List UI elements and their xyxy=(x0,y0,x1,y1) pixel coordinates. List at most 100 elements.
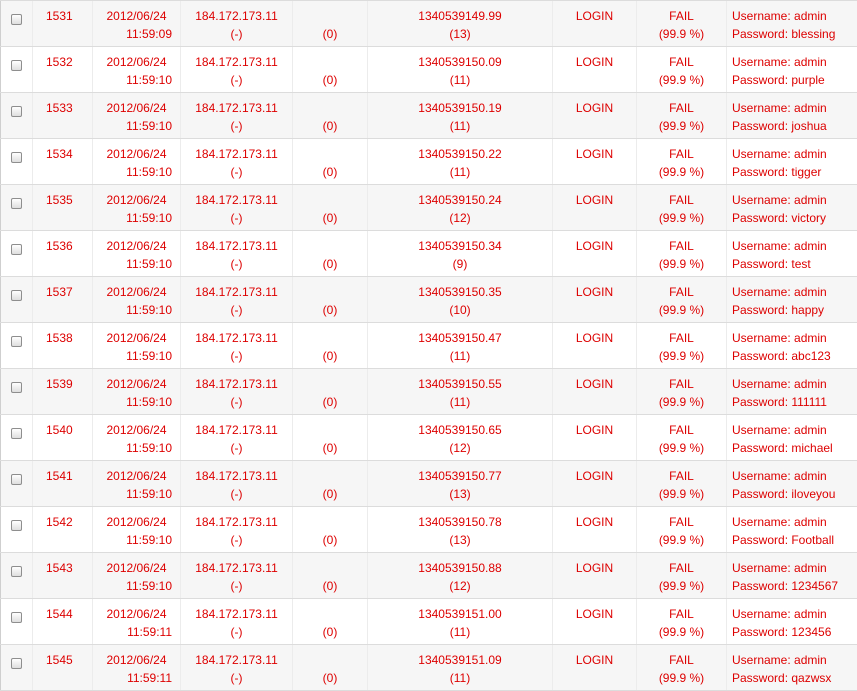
datetime-cell: 2012/06/24 11:59:09 xyxy=(93,1,181,47)
datetime-cell: 2012/06/24 11:59:10 xyxy=(93,93,181,139)
unix-timestamp: 1340539150.22 xyxy=(368,145,552,163)
table-row[interactable]: 1543 2012/06/24 11:59:10 184.172.173.11 … xyxy=(1,553,857,599)
id-cell: 1543 xyxy=(33,553,93,599)
ip-cell: 184.172.173.11 (-) xyxy=(181,277,293,323)
action-cell: LOGIN xyxy=(553,415,637,461)
result-cell: FAIL (99.9 %) xyxy=(637,507,727,553)
result-status: FAIL xyxy=(637,605,726,623)
entry-id: 1531 xyxy=(33,7,92,25)
row-select-cell[interactable] xyxy=(1,93,33,139)
row-checkbox[interactable] xyxy=(11,244,22,255)
action-label: LOGIN xyxy=(553,7,636,25)
row-select-cell[interactable] xyxy=(1,507,33,553)
table-row[interactable]: 1532 2012/06/24 11:59:10 184.172.173.11 … xyxy=(1,47,857,93)
table-row[interactable]: 1538 2012/06/24 11:59:10 184.172.173.11 … xyxy=(1,323,857,369)
entry-date: 2012/06/24 xyxy=(93,605,180,623)
id-cell: 1542 xyxy=(33,507,93,553)
row-checkbox[interactable] xyxy=(11,14,22,25)
row-select-cell[interactable] xyxy=(1,369,33,415)
row-checkbox[interactable] xyxy=(11,290,22,301)
row-select-cell[interactable] xyxy=(1,553,33,599)
ip-cell: 184.172.173.11 (-) xyxy=(181,507,293,553)
row-checkbox[interactable] xyxy=(11,658,22,669)
username-value: Username: admin xyxy=(727,145,857,163)
action-label: LOGIN xyxy=(553,375,636,393)
row-checkbox[interactable] xyxy=(11,428,22,439)
id-cell: 1540 xyxy=(33,415,93,461)
row-checkbox[interactable] xyxy=(11,198,22,209)
row-select-cell[interactable] xyxy=(1,231,33,277)
id-cell: 1537 xyxy=(33,277,93,323)
count-cell: (0) xyxy=(293,599,368,645)
timestamp-cell: 1340539150.65 (12) xyxy=(368,415,553,461)
row-checkbox[interactable] xyxy=(11,152,22,163)
action-cell: LOGIN xyxy=(553,461,637,507)
entry-date: 2012/06/24 xyxy=(93,283,180,301)
row-select-cell[interactable] xyxy=(1,139,33,185)
count-cell: (0) xyxy=(293,323,368,369)
timestamp-delta: (11) xyxy=(368,163,552,181)
count-cell: (0) xyxy=(293,139,368,185)
ip-cell: 184.172.173.11 (-) xyxy=(181,599,293,645)
row-select-cell[interactable] xyxy=(1,461,33,507)
row-checkbox[interactable] xyxy=(11,612,22,623)
action-cell: LOGIN xyxy=(553,507,637,553)
row-checkbox[interactable] xyxy=(11,474,22,485)
count-cell: (0) xyxy=(293,553,368,599)
action-label: LOGIN xyxy=(553,191,636,209)
credentials-cell: Username: admin Password: 111111 xyxy=(727,369,857,415)
timestamp-delta: (10) xyxy=(368,301,552,319)
table-row[interactable]: 1545 2012/06/24 11:59:11 184.172.173.11 … xyxy=(1,645,857,691)
result-cell: FAIL (99.9 %) xyxy=(637,277,727,323)
row-select-cell[interactable] xyxy=(1,415,33,461)
action-cell: LOGIN xyxy=(553,323,637,369)
row-select-cell[interactable] xyxy=(1,185,33,231)
action-label: LOGIN xyxy=(553,605,636,623)
username-value: Username: admin xyxy=(727,375,857,393)
entry-id: 1532 xyxy=(33,53,92,71)
count-cell: (0) xyxy=(293,461,368,507)
ip-cell: 184.172.173.11 (-) xyxy=(181,93,293,139)
row-checkbox[interactable] xyxy=(11,520,22,531)
source-host: (-) xyxy=(181,25,292,43)
action-label: LOGIN xyxy=(553,651,636,669)
datetime-cell: 2012/06/24 11:59:11 xyxy=(93,645,181,691)
row-checkbox[interactable] xyxy=(11,382,22,393)
row-select-cell[interactable] xyxy=(1,1,33,47)
table-row[interactable]: 1542 2012/06/24 11:59:10 184.172.173.11 … xyxy=(1,507,857,553)
timestamp-delta: (11) xyxy=(368,669,552,687)
entry-date: 2012/06/24 xyxy=(93,329,180,347)
password-value: Password: michael xyxy=(727,439,857,457)
row-checkbox[interactable] xyxy=(11,566,22,577)
row-select-cell[interactable] xyxy=(1,47,33,93)
action-label: LOGIN xyxy=(553,329,636,347)
table-row[interactable]: 1541 2012/06/24 11:59:10 184.172.173.11 … xyxy=(1,461,857,507)
row-select-cell[interactable] xyxy=(1,277,33,323)
table-row[interactable]: 1535 2012/06/24 11:59:10 184.172.173.11 … xyxy=(1,185,857,231)
datetime-cell: 2012/06/24 11:59:10 xyxy=(93,553,181,599)
source-host: (-) xyxy=(181,209,292,227)
row-select-cell[interactable] xyxy=(1,599,33,645)
row-checkbox[interactable] xyxy=(11,60,22,71)
table-row[interactable]: 1539 2012/06/24 11:59:10 184.172.173.11 … xyxy=(1,369,857,415)
table-row[interactable]: 1533 2012/06/24 11:59:10 184.172.173.11 … xyxy=(1,93,857,139)
result-status: FAIL xyxy=(637,191,726,209)
entry-id: 1537 xyxy=(33,283,92,301)
credentials-cell: Username: admin Password: victory xyxy=(727,185,857,231)
entry-id: 1543 xyxy=(33,559,92,577)
table-row[interactable]: 1536 2012/06/24 11:59:10 184.172.173.11 … xyxy=(1,231,857,277)
source-ip: 184.172.173.11 xyxy=(181,191,292,209)
source-host: (-) xyxy=(181,71,292,89)
table-row[interactable]: 1534 2012/06/24 11:59:10 184.172.173.11 … xyxy=(1,139,857,185)
row-checkbox[interactable] xyxy=(11,106,22,117)
timestamp-delta: (11) xyxy=(368,623,552,641)
row-select-cell[interactable] xyxy=(1,645,33,691)
table-row[interactable]: 1540 2012/06/24 11:59:10 184.172.173.11 … xyxy=(1,415,857,461)
table-row[interactable]: 1544 2012/06/24 11:59:11 184.172.173.11 … xyxy=(1,599,857,645)
row-checkbox[interactable] xyxy=(11,336,22,347)
count-cell: (0) xyxy=(293,507,368,553)
table-row[interactable]: 1537 2012/06/24 11:59:10 184.172.173.11 … xyxy=(1,277,857,323)
attempt-count: (0) xyxy=(293,375,367,411)
row-select-cell[interactable] xyxy=(1,323,33,369)
table-row[interactable]: 1531 2012/06/24 11:59:09 184.172.173.11 … xyxy=(1,1,857,47)
